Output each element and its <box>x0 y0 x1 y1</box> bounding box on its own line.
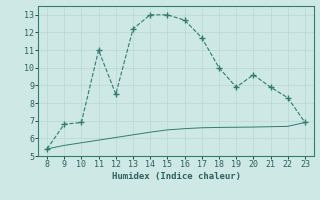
X-axis label: Humidex (Indice chaleur): Humidex (Indice chaleur) <box>111 172 241 181</box>
